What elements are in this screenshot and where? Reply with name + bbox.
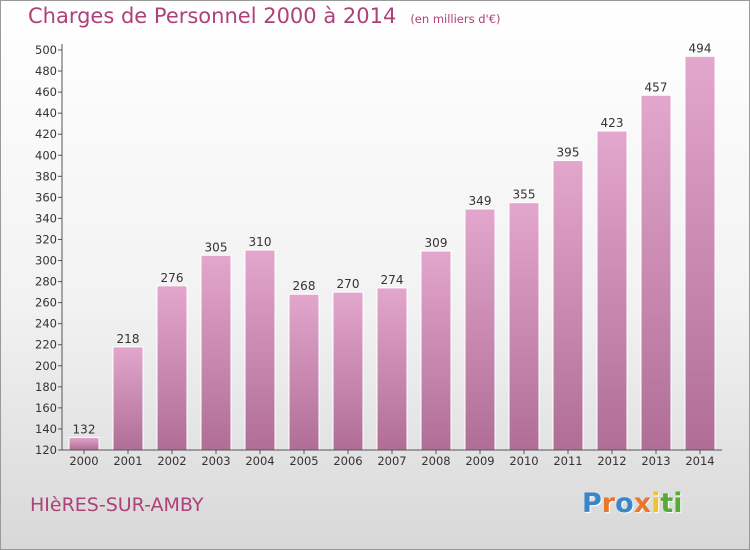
- bar: [332, 291, 364, 451]
- x-tick-label: 2003: [201, 454, 230, 468]
- bar: [156, 285, 188, 451]
- logo-letter: x: [633, 488, 652, 519]
- x-tick-label: 2014: [685, 454, 714, 468]
- x-tick-label: 2004: [245, 454, 274, 468]
- bar-value-label: 395: [557, 146, 580, 160]
- x-tick-label: 2010: [509, 454, 538, 468]
- y-tick-label: 220: [35, 338, 57, 352]
- y-tick-label: 120: [35, 443, 57, 457]
- bar-value-label: 305: [205, 240, 228, 254]
- y-tick-label: 140: [35, 422, 57, 436]
- chart-subtitle: (en milliers d'€): [410, 12, 501, 26]
- x-tick-label: 2009: [465, 454, 494, 468]
- bar-value-label: 423: [601, 116, 624, 130]
- bar-value-label: 494: [689, 41, 712, 55]
- y-tick-label: 480: [35, 64, 57, 78]
- x-tick-label: 2013: [641, 454, 670, 468]
- y-tick-label: 340: [35, 211, 57, 225]
- logo-letter: o: [615, 488, 634, 519]
- x-tick-label: 2000: [69, 454, 98, 468]
- bar-value-label: 276: [161, 271, 184, 285]
- bar-value-label: 218: [117, 332, 140, 346]
- y-tick-label: 380: [35, 169, 57, 183]
- bar-value-label: 274: [381, 273, 404, 287]
- chart-title-text: Charges de Personnel 2000 à 2014: [28, 4, 397, 28]
- y-tick-label: 300: [35, 254, 57, 268]
- y-tick-label: 320: [35, 232, 57, 246]
- y-tick-label: 240: [35, 317, 57, 331]
- x-tick-label: 2005: [289, 454, 318, 468]
- y-tick-label: 180: [35, 380, 57, 394]
- bar-value-label: 270: [337, 277, 360, 291]
- x-tick-label: 2007: [377, 454, 406, 468]
- y-tick-label: 360: [35, 190, 57, 204]
- x-tick-label: 2008: [421, 454, 450, 468]
- y-tick-label: 400: [35, 148, 57, 162]
- y-tick-label: 280: [35, 275, 57, 289]
- bar-value-label: 132: [73, 422, 96, 436]
- bar: [464, 208, 496, 451]
- x-tick-label: 2011: [553, 454, 582, 468]
- y-tick-label: 440: [35, 106, 57, 120]
- proxiti-logo: Proxiti: [582, 488, 683, 519]
- y-tick-label: 420: [35, 127, 57, 141]
- y-tick-label: 260: [35, 296, 57, 310]
- bar: [68, 436, 100, 451]
- bar-value-label: 309: [425, 236, 448, 250]
- bar: [596, 130, 628, 451]
- y-tick-label: 500: [35, 43, 57, 57]
- y-tick-label: 200: [35, 359, 57, 373]
- bar-value-label: 457: [645, 80, 668, 94]
- bar: [640, 94, 672, 451]
- y-tick-label: 160: [35, 401, 57, 415]
- x-tick-label: 2012: [597, 454, 626, 468]
- logo-letter: t: [660, 488, 674, 519]
- x-axis: 2000 2001 2002 2003 2004 2005 2006 2007 2008 2009…: [62, 449, 722, 468]
- bar: [420, 250, 452, 451]
- bar: [288, 293, 320, 451]
- commune-name: HIèRES-SUR-AMBY: [30, 494, 204, 516]
- bar: [684, 55, 716, 451]
- bar: [552, 160, 584, 451]
- logo-letter: i: [673, 488, 683, 519]
- logo-letter: P: [582, 488, 602, 519]
- bar-value-label: 268: [293, 279, 316, 293]
- bars: 132 218 276 305 310 268 270 274 309 349 355 395 423 4…: [68, 41, 716, 451]
- x-tick-label: 2006: [333, 454, 362, 468]
- y-tick-label: 460: [35, 85, 57, 99]
- logo-letter: i: [651, 488, 661, 519]
- bar: [112, 346, 144, 451]
- x-tick-label: 2002: [157, 454, 186, 468]
- bar-value-label: 355: [513, 188, 536, 202]
- bar-value-label: 349: [469, 194, 492, 208]
- bar: [508, 202, 540, 451]
- bar-value-label: 310: [249, 235, 272, 249]
- x-tick-label: 2001: [113, 454, 142, 468]
- bar: [376, 287, 408, 451]
- bar: [244, 249, 276, 451]
- y-axis: 120 140 160 180 200 220 240 260 280 300 320 340 360 3…: [35, 43, 63, 457]
- chart-title: Charges de Personnel 2000 à 2014 (en mill…: [28, 4, 501, 28]
- bar: [200, 254, 232, 451]
- logo-letter: r: [601, 488, 616, 519]
